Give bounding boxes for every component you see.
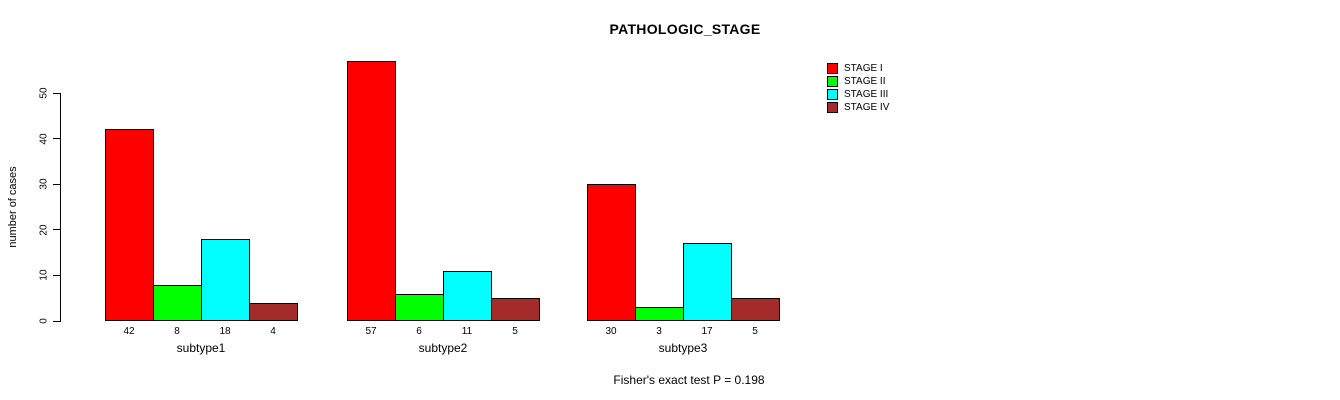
bar-stage-iii-subtype2 [443,270,492,321]
bar-value-stage-iii-subtype3: 17 [701,326,713,337]
y-axis-title: number of cases [7,166,19,248]
y-tick-20 [53,229,60,231]
bar-stage-iv-subtype2 [491,298,540,321]
legend-label-stage-iii: STAGE III [844,89,889,100]
bar-value-stage-iv-subtype1: 4 [270,326,276,337]
bar-value-stage-ii-subtype2: 6 [416,326,422,337]
bar-value-stage-ii-subtype1: 8 [174,326,180,337]
bar-value-stage-i-subtype3: 30 [605,326,617,337]
legend-swatch-stage-iii [827,89,838,100]
bar-stage-i-subtype3 [587,184,636,321]
bar-value-stage-ii-subtype3: 3 [656,326,662,337]
legend-item-stage-i: STAGE I [827,62,889,75]
x-category-label-subtype1: subtype1 [176,341,226,355]
bar-stage-iv-subtype3 [731,298,780,321]
legend-swatch-stage-iv [827,102,838,113]
bar-stage-iii-subtype1 [201,238,250,321]
legend-item-stage-iii: STAGE III [827,88,889,101]
bar-stage-iv-subtype1 [249,302,298,321]
legend-item-stage-iv: STAGE IV [827,101,889,114]
y-tick-label-30: 30 [38,178,50,190]
bar-stage-iii-subtype3 [683,243,732,321]
x-category-label-subtype2: subtype2 [418,341,468,355]
bar-value-stage-iv-subtype3: 5 [752,326,758,337]
y-tick-10 [53,274,60,276]
chart-title: PATHOLOGIC_STAGE [609,21,761,37]
legend-swatch-stage-i [827,63,838,74]
y-tick-label-10: 10 [38,269,50,281]
legend-label-stage-ii: STAGE II [844,76,886,87]
bar-stage-ii-subtype1 [153,284,202,321]
x-category-label-subtype3: subtype3 [658,341,708,355]
y-tick-30 [53,183,60,185]
bar-value-stage-iii-subtype2: 11 [461,326,473,337]
bar-stage-i-subtype2 [347,61,396,321]
y-tick-0 [53,320,60,322]
legend-swatch-stage-ii [827,76,838,87]
fisher-test-annotation: Fisher's exact test P = 0.198 [613,373,765,387]
bar-value-stage-iv-subtype2: 5 [512,326,518,337]
y-tick-40 [53,138,60,140]
y-tick-50 [53,92,60,94]
bar-value-stage-i-subtype2: 57 [365,326,377,337]
bar-stage-i-subtype1 [105,129,154,321]
bar-value-stage-iii-subtype1: 18 [219,326,231,337]
bar-value-stage-i-subtype1: 42 [123,326,135,337]
bar-stage-ii-subtype3 [635,307,684,321]
bar-stage-ii-subtype2 [395,293,444,321]
legend-label-stage-i: STAGE I [844,63,883,74]
legend-label-stage-iv: STAGE IV [844,102,890,113]
y-tick-label-40: 40 [38,133,50,145]
legend-item-stage-ii: STAGE II [827,75,889,88]
legend: STAGE I STAGE II STAGE III STAGE IV [827,62,889,114]
y-tick-label-0: 0 [38,318,50,324]
y-tick-label-20: 20 [38,224,50,236]
y-axis-line [60,93,61,322]
y-tick-label-50: 50 [38,87,50,99]
